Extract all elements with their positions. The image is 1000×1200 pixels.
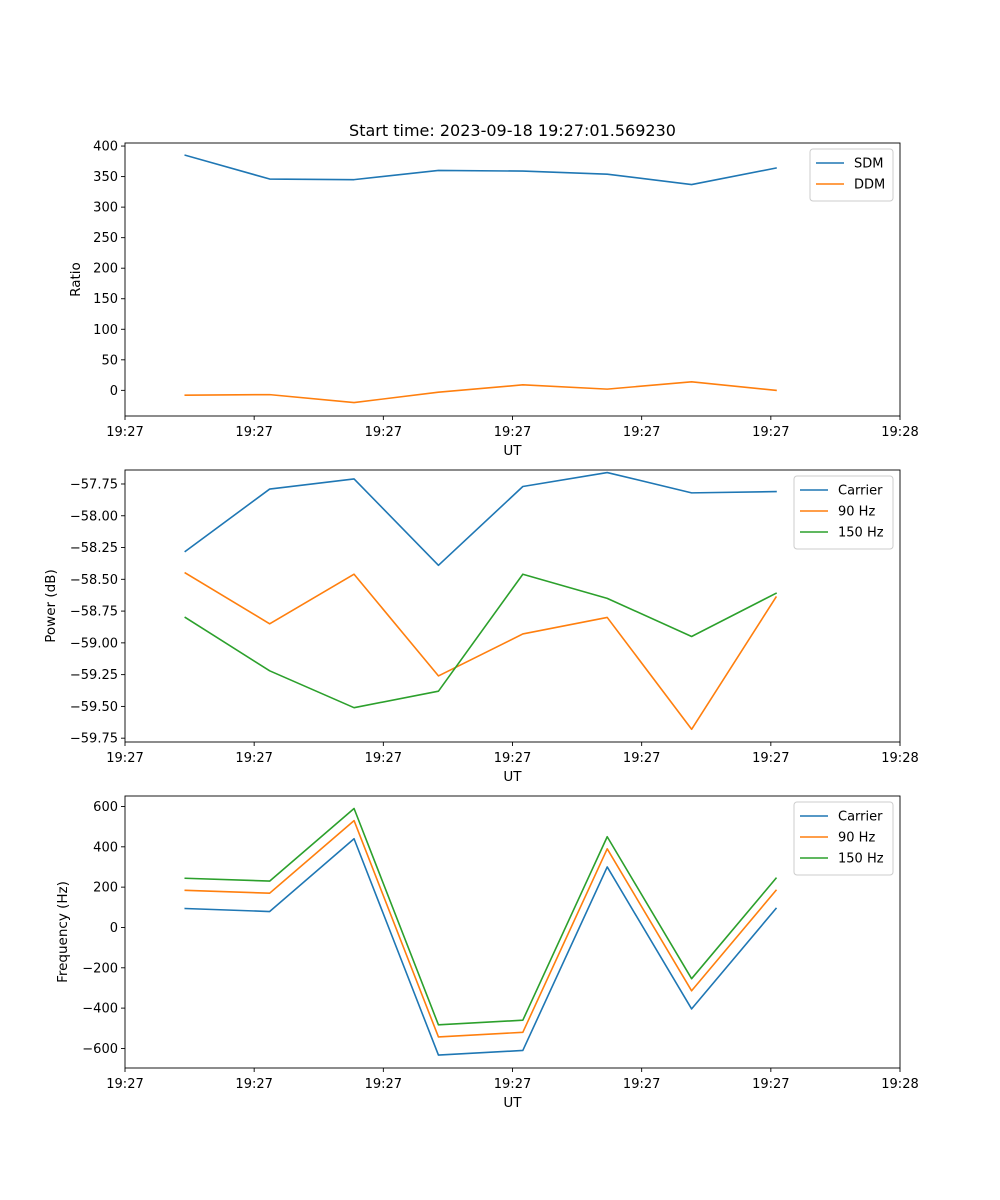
y-tick-label: −400	[82, 1002, 118, 1017]
series-line-150-hz	[184, 807, 778, 1026]
y-tick-label: −58.25	[70, 541, 118, 556]
y-axis-label: Power (dB)	[43, 569, 59, 642]
x-tick-label: 19:27	[623, 1077, 660, 1092]
legend-label: DDM	[854, 178, 885, 193]
x-tick-label: 19:27	[494, 751, 531, 766]
y-tick-label: 350	[93, 170, 118, 185]
x-tick-label: 19:28	[881, 751, 918, 766]
legend-box	[793, 801, 894, 876]
x-tick-label: 19:27	[106, 1077, 143, 1092]
y-tick-label: −59.75	[70, 732, 118, 747]
legend: Carrier 90 Hz 150 Hz	[793, 801, 894, 876]
x-tick-label: 19:27	[106, 751, 143, 766]
y-tick-label: −59.50	[70, 700, 118, 715]
x-tick-label: 19:28	[881, 425, 918, 440]
x-tick-label: 19:27	[235, 425, 272, 440]
legend-label: 90 Hz	[838, 831, 875, 846]
legend-label: 150 Hz	[838, 852, 884, 867]
y-tick-label: 600	[93, 800, 118, 815]
series-line-sdm	[184, 154, 777, 186]
y-tick-label: −58.00	[70, 509, 118, 524]
y-tick-label: 400	[93, 140, 118, 155]
series-group	[184, 154, 777, 404]
series-line-90-hz	[184, 571, 778, 731]
y-tick-label: −57.75	[70, 477, 118, 492]
series-group	[184, 807, 778, 1056]
x-axis-label: UT	[503, 1095, 522, 1111]
y-tick-label: 200	[93, 881, 118, 896]
x-tick-label: 19:27	[623, 425, 660, 440]
x-tick-label: 19:27	[235, 1077, 272, 1092]
x-tick-label: 19:27	[365, 1077, 402, 1092]
y-axis-label: Frequency (Hz)	[55, 881, 71, 983]
y-tick-label: −58.50	[70, 573, 118, 588]
y-tick-label: 150	[93, 292, 118, 307]
legend-label: 150 Hz	[838, 526, 884, 541]
x-tick-label: 19:27	[752, 1077, 789, 1092]
x-tick-label: 19:27	[494, 425, 531, 440]
y-tick-label: 0	[110, 384, 118, 399]
x-axis-label: UT	[503, 443, 522, 459]
y-tick-label: −58.75	[70, 605, 118, 620]
x-tick-label: 19:27	[752, 425, 789, 440]
legend: SDM DDM	[809, 148, 894, 202]
x-tick-label: 19:27	[235, 751, 272, 766]
subplot-1: 19:27 19:27 19:27 19:27 19:27 19:27 19:28 0 50 10…	[68, 121, 919, 459]
y-tick-label: 0	[110, 921, 118, 936]
x-tick-label: 19:27	[752, 751, 789, 766]
legend-label: Carrier	[838, 810, 883, 825]
y-tick-label: −59.00	[70, 636, 118, 651]
y-tick-label: −200	[82, 961, 118, 976]
legend: Carrier 90 Hz 150 Hz	[793, 475, 894, 550]
x-tick-label: 19:27	[365, 425, 402, 440]
series-line-carrier	[184, 837, 778, 1056]
subplot-3: 19:27 19:27 19:27 19:27 19:27 19:27 19:28 −600 −…	[55, 795, 919, 1111]
legend-label: SDM	[854, 157, 883, 172]
y-tick-label: 50	[101, 353, 118, 368]
y-tick-label: −600	[82, 1042, 118, 1057]
series-line-150-hz	[184, 573, 778, 709]
legend-box	[809, 148, 894, 202]
y-tick-label: −59.25	[70, 668, 118, 683]
y-tick-label: 400	[93, 840, 118, 855]
series-line-90-hz	[184, 819, 778, 1038]
series-line-ddm	[184, 380, 777, 404]
x-tick-label: 19:28	[881, 1077, 918, 1092]
y-tick-label: 200	[93, 262, 118, 277]
legend-box	[793, 475, 894, 550]
x-tick-label: 19:27	[623, 751, 660, 766]
y-tick-label: 250	[93, 231, 118, 246]
y-axis-label: Ratio	[68, 262, 84, 297]
chart-title: Start time: 2023-09-18 19:27:01.569230	[349, 121, 676, 140]
x-axis-label: UT	[503, 769, 522, 785]
y-tick-label: 100	[93, 323, 118, 338]
legend-label: 90 Hz	[838, 505, 875, 520]
x-tick-label: 19:27	[365, 751, 402, 766]
x-tick-label: 19:27	[106, 425, 143, 440]
series-group	[184, 471, 778, 731]
legend-label: Carrier	[838, 484, 883, 499]
series-line-carrier	[184, 471, 777, 567]
x-tick-label: 19:27	[494, 1077, 531, 1092]
subplot-2: 19:27 19:27 19:27 19:27 19:27 19:27 19:28 −59.7…	[43, 469, 919, 785]
y-tick-label: 300	[93, 201, 118, 216]
